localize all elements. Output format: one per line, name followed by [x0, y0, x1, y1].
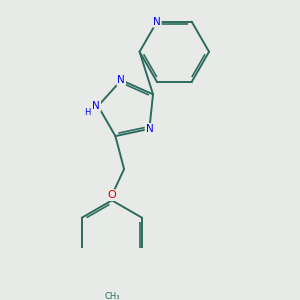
Text: N: N — [92, 101, 100, 111]
Text: N: N — [153, 17, 161, 27]
Text: CH₃: CH₃ — [104, 292, 120, 300]
Text: N: N — [117, 75, 125, 85]
Text: N: N — [146, 124, 153, 134]
Text: O: O — [107, 190, 116, 200]
Text: H: H — [84, 108, 91, 117]
